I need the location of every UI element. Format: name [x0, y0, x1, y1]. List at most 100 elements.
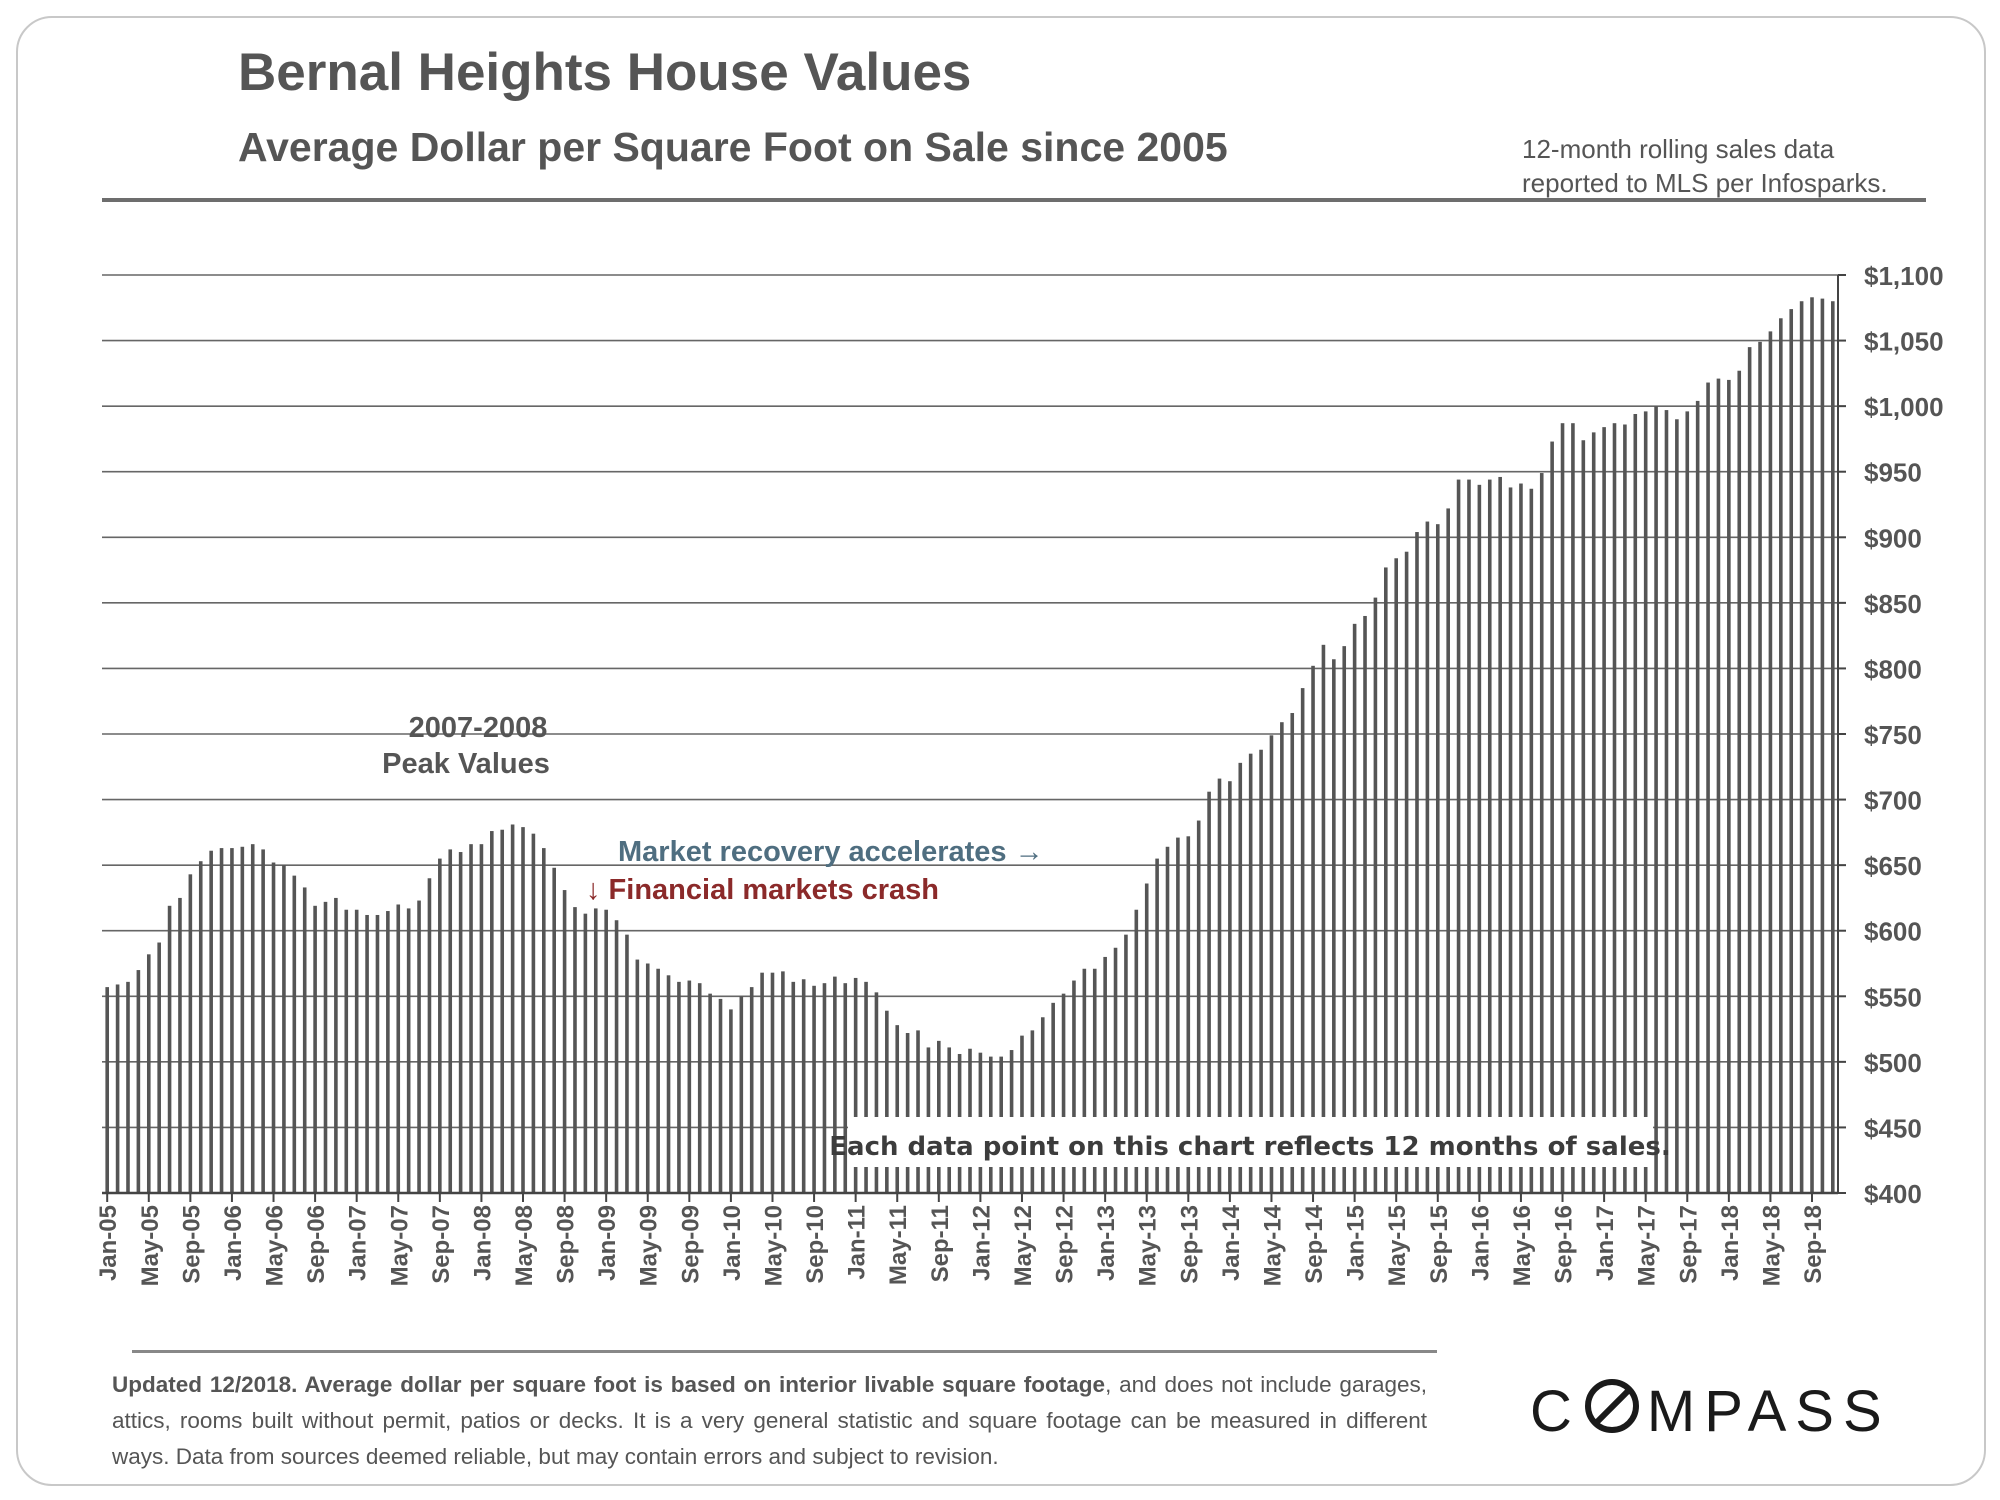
bar: [1404, 551, 1409, 1193]
bar: [1165, 846, 1170, 1193]
x-tick-label: Sep-18: [1800, 1205, 1827, 1284]
bar: [1321, 644, 1326, 1193]
bar: [895, 1025, 900, 1193]
x-tick-label: Jan-12: [968, 1205, 995, 1281]
bar: [573, 907, 577, 1193]
bar: [1612, 423, 1617, 1193]
x-tick-label: May-18: [1758, 1205, 1785, 1286]
bar: [801, 979, 806, 1193]
bar: [1072, 980, 1076, 1193]
x-tick-label: May-05: [137, 1205, 164, 1286]
bar: [448, 849, 453, 1193]
x-tick-label: Jan-11: [844, 1205, 871, 1280]
bar: [1643, 411, 1648, 1193]
bar-series: [105, 297, 1835, 1194]
x-tick-label: May-15: [1384, 1205, 1411, 1286]
bar: [1779, 318, 1783, 1193]
chart-subtitle: Average Dollar per Square Foot on Sale s…: [238, 124, 1228, 170]
x-tick-label: Sep-06: [303, 1205, 330, 1284]
bar: [292, 875, 297, 1193]
bar: [1269, 735, 1274, 1193]
crash-annotation: ↓ Financial markets crash: [586, 874, 939, 906]
bar: [105, 987, 109, 1193]
bar: [1519, 483, 1523, 1193]
bar: [1332, 659, 1336, 1193]
bar: [250, 844, 255, 1193]
bar: [1020, 1035, 1024, 1193]
bar: [864, 981, 868, 1193]
footnote: Updated 12/2018. Average dollar per squa…: [112, 1367, 1427, 1475]
bar: [1342, 646, 1347, 1193]
bar: [1695, 400, 1700, 1193]
bar: [427, 878, 432, 1193]
bar: [167, 905, 172, 1193]
bar: [157, 942, 161, 1193]
bar: [874, 992, 879, 1193]
bar: [1550, 441, 1554, 1193]
logo-letter-c: C: [1530, 1379, 1581, 1444]
bar: [1758, 341, 1762, 1193]
bar: [1238, 762, 1243, 1193]
y-tick-label: $750: [1864, 720, 1922, 750]
bar: [822, 983, 827, 1193]
x-tick-label: Sep-10: [802, 1205, 829, 1284]
bar: [323, 901, 328, 1193]
y-tick-label: $700: [1864, 786, 1922, 816]
x-tick-label: Jan-15: [1343, 1205, 1370, 1281]
source-note-line2: reported to MLS per Infosparks.: [1522, 168, 1888, 198]
x-tick-label: May-09: [636, 1205, 663, 1286]
x-tick-label: Jan-13: [1093, 1205, 1120, 1281]
compass-o-icon: [1584, 1379, 1639, 1433]
y-tick-label: $1,000: [1864, 392, 1944, 422]
y-tick-label: $800: [1864, 654, 1922, 684]
bar: [1425, 521, 1430, 1193]
bar: [791, 981, 796, 1193]
footnote-text: , and does not include garages, attics, …: [112, 1372, 1427, 1469]
x-tick-label: Jan-05: [95, 1205, 122, 1281]
source-note: 12-month rolling sales data reported to …: [1522, 132, 1888, 200]
bar: [219, 848, 224, 1193]
x-tick-label: Jan-10: [719, 1205, 746, 1281]
x-tick-label: Jan-07: [345, 1205, 372, 1281]
x-tick-label: May-06: [262, 1205, 289, 1286]
x-tick-label: May-07: [386, 1205, 413, 1286]
recovery-annotation: Market recovery accelerates →: [618, 836, 1044, 868]
bar: [1280, 722, 1284, 1193]
header-divider: [102, 198, 1926, 202]
x-tick-label: May-13: [1135, 1205, 1162, 1286]
bar: [1571, 423, 1575, 1193]
x-tick-label: Sep-08: [553, 1205, 580, 1284]
bar: [1831, 301, 1835, 1194]
bar: [562, 890, 567, 1193]
bar: [1633, 414, 1638, 1193]
bar: [1498, 476, 1502, 1194]
bar: [1051, 1002, 1055, 1193]
x-tick-label: Jan-06: [220, 1205, 247, 1281]
bar: [1581, 440, 1586, 1193]
bar: [531, 833, 536, 1193]
bar: [1685, 411, 1690, 1193]
y-tick-label: $500: [1864, 1048, 1922, 1078]
bar: [1144, 883, 1149, 1193]
x-tick-label: Jan-18: [1717, 1205, 1744, 1281]
bar: [1290, 713, 1295, 1193]
bar: [1737, 370, 1742, 1194]
x-tick-label: May-10: [761, 1205, 788, 1286]
bar: [313, 905, 317, 1193]
y-tick-label: $900: [1864, 523, 1922, 553]
bar: [916, 1030, 920, 1193]
bar: [937, 1040, 941, 1193]
x-tick-label: Sep-05: [178, 1205, 205, 1284]
bar: [458, 852, 463, 1193]
bar: [386, 911, 390, 1193]
bar: [1810, 297, 1814, 1193]
x-tick-label: Sep-13: [1176, 1205, 1203, 1284]
x-tick-label: May-14: [1260, 1204, 1287, 1286]
bar: [1623, 424, 1627, 1193]
bar: [1591, 432, 1596, 1193]
bar: [396, 904, 401, 1193]
bar: [729, 1009, 733, 1193]
bar: [479, 844, 484, 1193]
x-tick-label: Sep-14: [1301, 1204, 1328, 1283]
bar: [1789, 309, 1794, 1194]
